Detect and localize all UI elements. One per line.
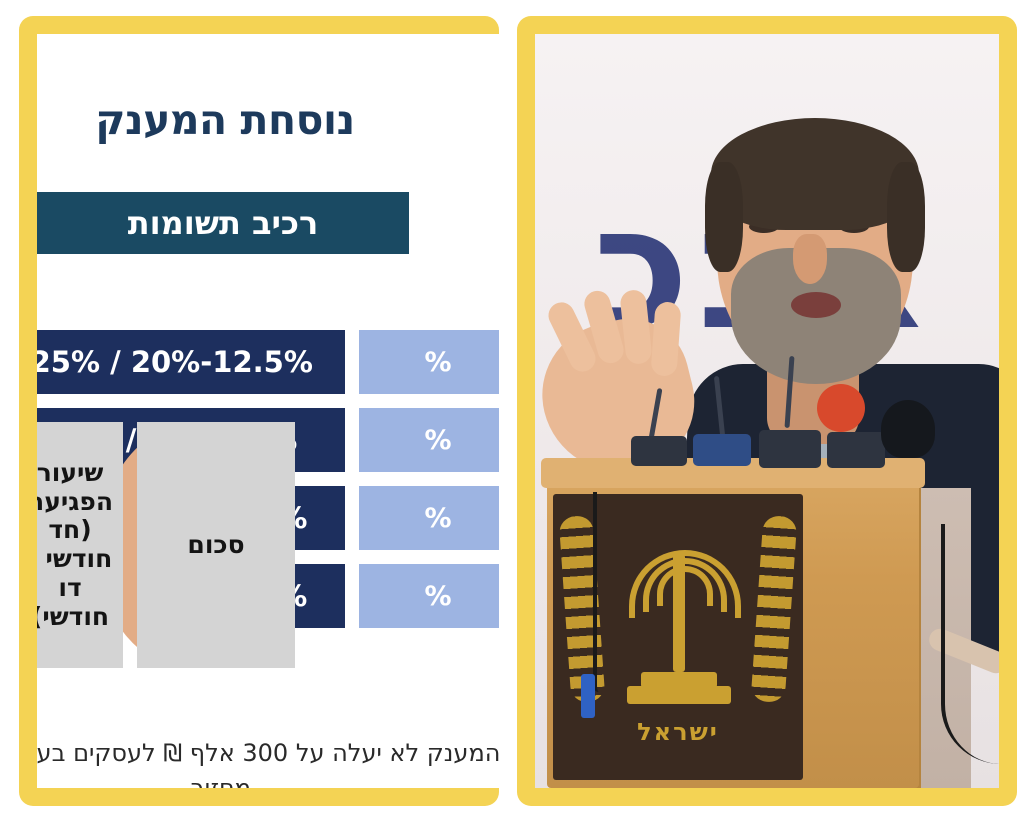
cell-amount: % [359, 486, 499, 550]
microphone-windscreen [817, 384, 865, 432]
microphone [827, 432, 885, 468]
mouth [791, 292, 841, 318]
cell-amount: % [359, 330, 499, 394]
table-header-row: סכום שיעור הפגיעה (חד חודשי / דו חודשי) [37, 422, 295, 668]
page-title: נוסחת המענק [95, 96, 355, 144]
left-card-inner: נוסחת המענק רכיב תשומות סכום שיעור הפגיע… [37, 34, 499, 788]
nose [793, 234, 827, 284]
cell-amount: % [359, 564, 499, 628]
hair-side-right [887, 162, 925, 272]
section-banner-inputs-component: רכיב תשומות [37, 192, 409, 254]
finger [650, 301, 682, 377]
hair [711, 118, 919, 230]
left-card-panel: נוסחת המענק רכיב תשומות סכום שיעור הפגיע… [19, 16, 499, 806]
plaque-cable [593, 492, 599, 692]
column-header-rate: שיעור הפגיעה (חד חודשי / דו חודשי) [37, 422, 123, 668]
table-footnote: המענק לא יעלה על 300 אלף ₪ לעסקים בעלי 4… [37, 739, 499, 788]
hair-side-left [705, 162, 743, 272]
menorah-icon [623, 544, 741, 704]
olive-branch-right-icon [750, 515, 798, 703]
column-header-amount: סכום [137, 422, 295, 668]
cell-rate: 12.5%-20% / 25%-40% [37, 330, 345, 394]
cell-amount: % [359, 408, 499, 472]
cable-clip [581, 674, 595, 718]
press-conference-photo: אבכ [535, 34, 999, 788]
table-row: % 12.5%-20% / 25%-40% [37, 330, 499, 394]
grant-rate-table: סכום שיעור הפגיעה (חד חודשי / דו חודשי) … [37, 330, 499, 668]
microphone [759, 430, 821, 468]
microphone [693, 434, 751, 466]
photo-inner: אבכ [535, 34, 999, 788]
microphone [881, 400, 935, 458]
microphone [631, 436, 687, 466]
grant-formula-document: נוסחת המענק רכיב תשומות סכום שיעור הפגיע… [37, 34, 499, 788]
speaker-figure [535, 34, 999, 788]
emblem-plaque: ישראל [553, 494, 803, 780]
right-photo-panel: אבכ [517, 16, 1017, 806]
emblem-caption: ישראל [637, 718, 719, 746]
microphone-cable [941, 524, 999, 764]
